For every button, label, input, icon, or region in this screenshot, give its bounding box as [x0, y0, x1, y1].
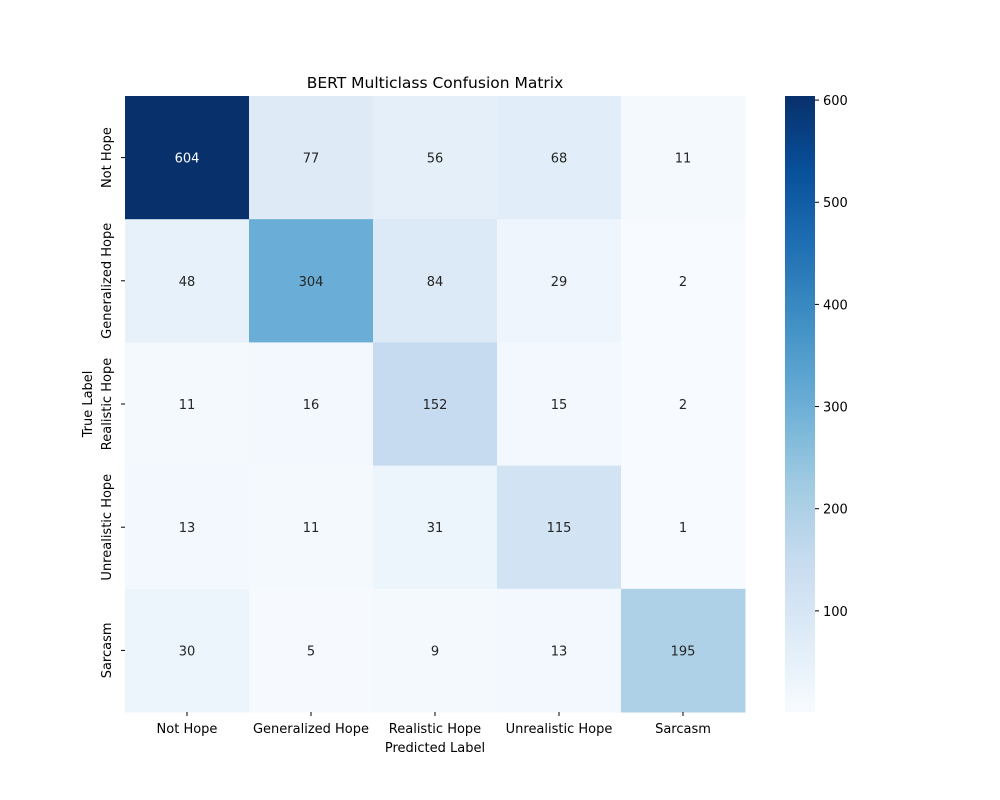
heatmap-cell: [497, 342, 622, 467]
heatmap-cell: [497, 219, 622, 343]
cell-value-label: 11: [675, 152, 692, 167]
cell-value-label: 1: [679, 521, 687, 536]
cell-value-label: 152: [423, 398, 448, 413]
cell-value-label: 2: [679, 275, 687, 290]
cell-value-label: 11: [303, 521, 320, 536]
heatmap-cell: [373, 96, 498, 220]
y-axis-ticks: Not Hope Generalized Hope Realistic Hope Un…: [100, 127, 125, 678]
x-tick-label-sarcasm: Sarcasm: [655, 722, 711, 737]
colorbar-tick-label: 400: [823, 298, 848, 313]
cell-value-label: 13: [551, 644, 568, 659]
cell-value-label: 56: [427, 152, 444, 167]
heatmap-cell: [621, 588, 746, 713]
cell-value-label: 195: [671, 644, 696, 659]
cell-value-label: 604: [175, 152, 200, 167]
x-tick-label-realistic-hope: Realistic Hope: [389, 722, 481, 737]
heatmap-cell: [249, 96, 374, 220]
colorbar-ticks: 100 200 300 400 500 600: [815, 94, 848, 620]
heatmap-cell: [249, 342, 374, 467]
heatmap-cell: [621, 96, 746, 220]
cell-value-label: 77: [303, 152, 320, 167]
heatmap-cell: [125, 588, 250, 713]
cell-value-label: 84: [427, 275, 444, 290]
x-axis-ticks: Not Hope Generalized Hope Realistic Hope Un…: [157, 712, 711, 737]
x-axis-label: Predicted Label: [385, 741, 485, 756]
colorbar-tick-label: 600: [823, 94, 848, 109]
y-tick-label-not-hope: Not Hope: [100, 127, 115, 188]
y-tick-label-generalized-hope: Generalized Hope: [100, 223, 115, 339]
cell-value-label: 29: [551, 275, 568, 290]
cell-value-label: 9: [431, 644, 439, 659]
heatmap-cell: [249, 588, 374, 713]
heatmap-cell: [497, 465, 622, 590]
heatmap-cell: [373, 588, 498, 713]
cell-value-label: 68: [551, 152, 568, 167]
heatmap-cell: [621, 342, 746, 467]
heatmap-cell: [373, 342, 498, 467]
heatmap-cell: [373, 219, 498, 343]
heatmap-cell: [497, 96, 622, 220]
x-tick-label-unrealistic-hope: Unrealistic Hope: [506, 722, 613, 737]
cell-value-label: 304: [299, 275, 324, 290]
heatmap-cell: [621, 465, 746, 590]
x-tick-label-generalized-hope: Generalized Hope: [253, 722, 369, 737]
y-tick-label-realistic-hope: Realistic Hope: [100, 358, 115, 450]
y-axis-label: True Label: [81, 371, 96, 439]
colorbar: [785, 96, 815, 712]
colorbar-tick-label: 500: [823, 196, 848, 211]
cell-value-label: 11: [179, 398, 196, 413]
heatmap-cell: [621, 219, 746, 343]
heatmap-cell: [125, 342, 250, 467]
heatmap-cell: [125, 219, 250, 343]
cell-value-label: 16: [303, 398, 320, 413]
cell-value-label: 2: [679, 398, 687, 413]
heatmap-cell: [249, 465, 374, 590]
x-tick-label-not-hope: Not Hope: [157, 722, 218, 737]
cell-value-label: 115: [547, 521, 572, 536]
colorbar-tick-label: 300: [823, 401, 848, 416]
heatmap-cell: [249, 219, 374, 343]
cell-value-label: 30: [179, 644, 196, 659]
heatmap-cell: [125, 96, 250, 220]
cell-value-label: 31: [427, 521, 444, 536]
heatmap-cell: [497, 588, 622, 713]
y-tick-label-unrealistic-hope: Unrealistic Hope: [100, 474, 115, 581]
colorbar-tick-label: 200: [823, 503, 848, 518]
heatmap-cell: [373, 465, 498, 590]
cell-value-label: 48: [179, 275, 196, 290]
cell-value-label: 5: [307, 644, 315, 659]
chart-title: BERT Multiclass Confusion Matrix: [307, 74, 564, 92]
cell-value-label: 13: [179, 521, 196, 536]
y-tick-label-sarcasm: Sarcasm: [100, 622, 115, 678]
cell-value-label: 15: [551, 398, 568, 413]
colorbar-tick-label: 100: [823, 605, 848, 620]
heatmap-cell: [125, 465, 250, 590]
